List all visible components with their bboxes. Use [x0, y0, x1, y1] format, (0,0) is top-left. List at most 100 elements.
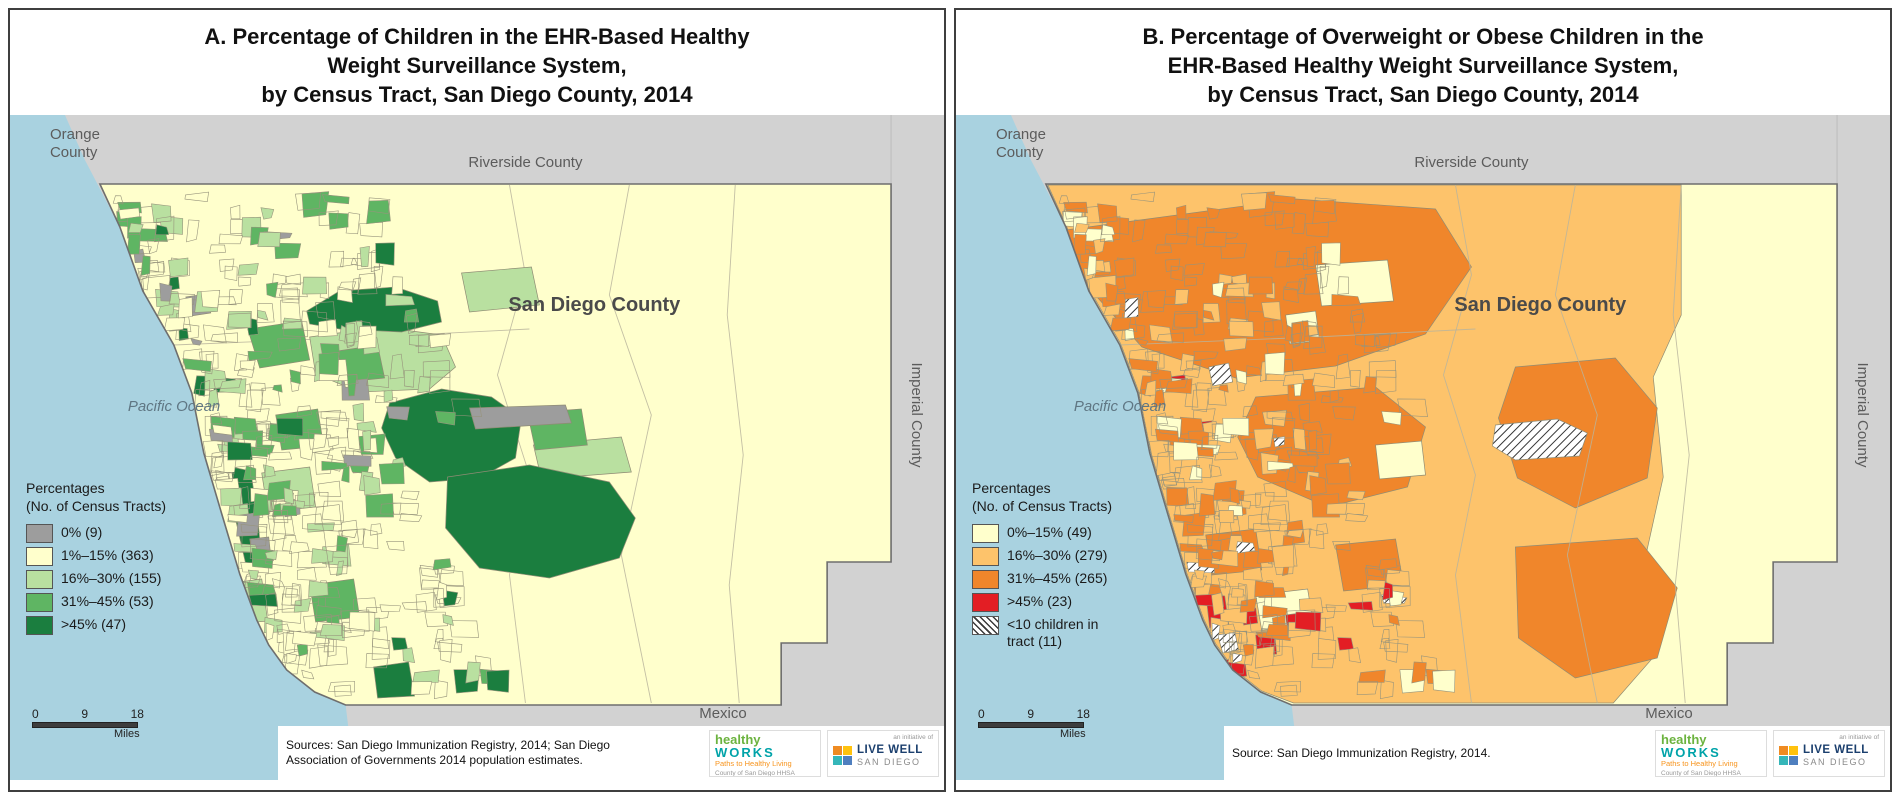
- census-tract-cell: [449, 620, 479, 638]
- census-tract-cell: [279, 282, 308, 298]
- census-tract-cell: [155, 224, 170, 235]
- census-tract-cell: [433, 679, 448, 699]
- label-riverside-county: Riverside County: [468, 154, 583, 171]
- map-shape: [373, 661, 415, 699]
- map-shape: [445, 464, 636, 579]
- source-text: Source: San Diego Immunization Registry,…: [1224, 742, 1655, 765]
- census-tract-cell: [207, 388, 220, 408]
- census-tract-cell: [1222, 628, 1249, 643]
- scalebar-tick: 18: [130, 707, 144, 721]
- live-well-row: LIVE WELL SAN DIEGO: [1779, 744, 1879, 767]
- census-tract-cell: [1239, 598, 1258, 613]
- legend-title: Percentages (No. of Census Tracts): [26, 479, 166, 515]
- census-tract-cell: [1356, 681, 1379, 696]
- census-tract-cell: [147, 238, 160, 255]
- census-tract-cell: [1332, 406, 1356, 421]
- census-tract-cell: [1361, 591, 1383, 613]
- census-tract-cell: [417, 376, 431, 394]
- legend-swatch: [972, 547, 999, 566]
- label-riverside-county: Riverside County: [1414, 154, 1529, 171]
- census-tract-cell: [1381, 411, 1402, 426]
- census-tract-cell: [1140, 389, 1165, 408]
- census-tract-cell: [1185, 360, 1202, 371]
- census-tract-cell: [219, 258, 235, 272]
- census-tract-cell: [340, 450, 374, 459]
- census-tract-cell: [175, 322, 200, 340]
- census-tract-cell: [317, 480, 341, 497]
- census-tract-cell: [337, 286, 353, 303]
- census-tract-cell: [362, 429, 372, 451]
- census-tract-cell: [254, 434, 273, 451]
- scalebar-tick: 9: [1027, 707, 1034, 721]
- census-tract-cell: [1351, 312, 1364, 334]
- census-tract-cell: [1261, 301, 1282, 321]
- healthy-works-org: County of San Diego HHSA: [1661, 769, 1741, 777]
- census-tract-cell: [1298, 597, 1324, 613]
- census-tract-cell: [1183, 367, 1201, 378]
- census-tract-cell: [1193, 350, 1219, 361]
- census-tract-cell: [1385, 639, 1399, 663]
- census-tract-cell: [247, 569, 259, 580]
- census-tract-cell: [1332, 540, 1351, 551]
- census-tract-cell: [159, 282, 173, 302]
- census-tract-cell: [241, 523, 268, 548]
- census-tract-cell: [1064, 207, 1087, 220]
- census-tract-cell: [1158, 424, 1179, 436]
- logo-square: [843, 745, 852, 755]
- legend-swatch: [972, 570, 999, 589]
- legend-title-line: (No. of Census Tracts): [26, 498, 167, 514]
- census-tract-cell: [439, 639, 453, 663]
- live-well-logo: an initiative of LIVE WELL SAN DIEGO: [1773, 729, 1885, 777]
- census-tract-cell: [357, 325, 377, 350]
- census-tract-cell: [1365, 564, 1385, 578]
- census-tract-cell: [1329, 389, 1340, 403]
- census-tract-cell: [435, 411, 456, 426]
- logo-square: [833, 745, 842, 755]
- healthy-works-logo: healthy WORKS Paths to Healthy Living Co…: [1655, 729, 1767, 777]
- legend-title-line: Percentages: [972, 480, 1051, 496]
- census-tract-cell: [1231, 587, 1244, 598]
- census-tract-cell: [316, 409, 341, 427]
- census-tract-cell: [276, 417, 304, 437]
- census-tract-cell: [297, 567, 317, 581]
- census-tract-cell: [318, 351, 340, 376]
- source-line: Source: San Diego Immunization Registry,…: [1232, 745, 1491, 760]
- title-line: B. Percentage of Overweight or Obese Chi…: [1142, 24, 1704, 49]
- census-tract-cell: [1286, 257, 1304, 267]
- legend-title: Percentages (No. of Census Tracts): [972, 479, 1125, 515]
- census-tract-cell: [1155, 244, 1172, 254]
- census-tract-cell: [308, 646, 329, 669]
- map-shape: [1208, 362, 1234, 387]
- label-pacific-ocean: Pacific Ocean: [128, 398, 220, 415]
- census-tract-cell: [1200, 434, 1219, 451]
- census-tract-cell: [379, 604, 401, 613]
- map-shape: [461, 266, 540, 313]
- census-tract-cell: [1121, 322, 1146, 340]
- census-tract-cell: [340, 529, 358, 539]
- title-line: by Census Tract, San Diego County, 2014: [261, 82, 693, 107]
- census-tract-cell: [1254, 646, 1275, 669]
- label-mexico: Mexico: [699, 705, 746, 722]
- title-line: Weight Surveillance System,: [327, 53, 627, 78]
- census-tract-cell: [184, 191, 210, 203]
- census-tract-cell: [429, 370, 451, 394]
- census-tract-cell: [218, 233, 244, 245]
- census-tract-cell: [250, 382, 266, 391]
- census-tract-cell: [1100, 215, 1121, 243]
- census-tract-cell: [1248, 276, 1273, 295]
- census-tract-cell: [210, 332, 238, 343]
- census-tract-cell: [227, 312, 252, 329]
- census-tract-cell: [1186, 524, 1214, 533]
- map-shape: [469, 404, 572, 430]
- census-tract-cell: [415, 591, 437, 613]
- census-tract-cell: [1243, 567, 1263, 581]
- census-tract-cell: [280, 298, 301, 325]
- live-well-wordmark: LIVE WELL: [1803, 743, 1869, 756]
- census-tract-cell: [1198, 493, 1216, 517]
- census-tract-cell: [1280, 684, 1298, 697]
- census-tract-cell: [1289, 454, 1318, 467]
- logo-square: [1789, 745, 1798, 755]
- census-tract-cell: [1124, 297, 1139, 319]
- census-tract-cell: [1128, 358, 1158, 372]
